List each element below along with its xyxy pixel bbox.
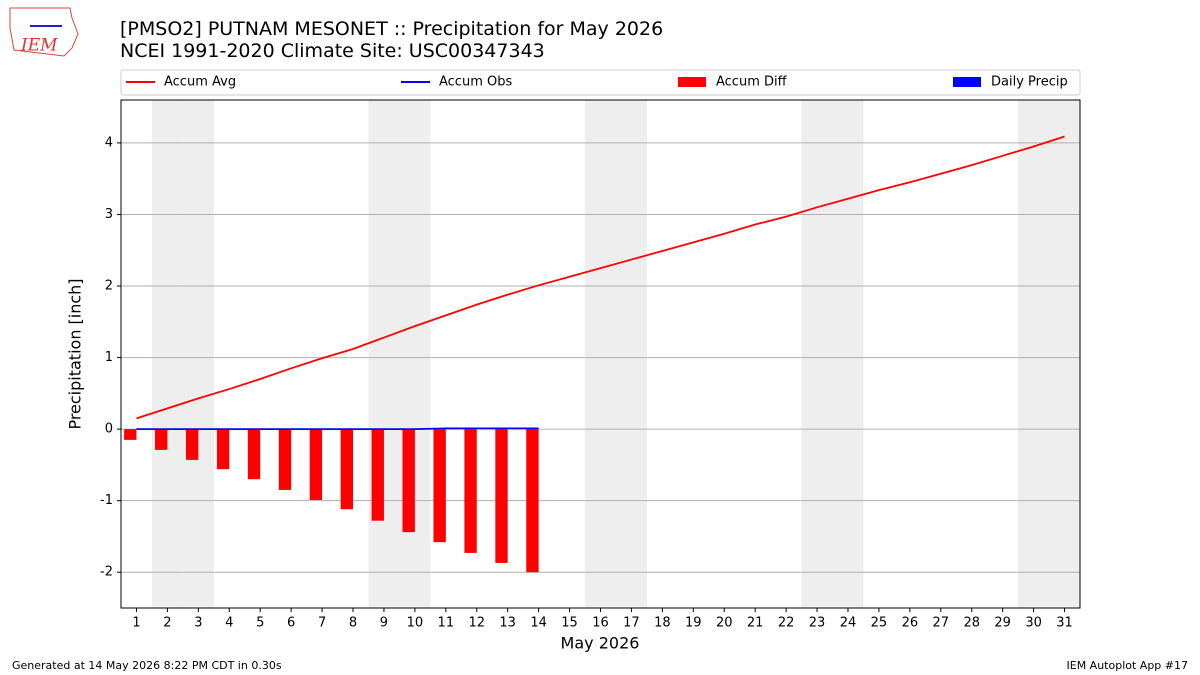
legend-label: Accum Obs [439,75,512,90]
y-tick-label: -1 [100,493,113,508]
legend-swatch [953,77,981,87]
bar [371,429,384,521]
weekend-shade [368,100,400,608]
bar [495,429,508,563]
x-tick-label: 27 [933,616,950,631]
x-tick-label: 2 [163,616,171,631]
logo-outline [9,7,79,57]
y-tick-label: 3 [105,207,113,222]
x-tick-label: 11 [438,616,455,631]
x-tick-label: 1 [132,616,140,631]
weekend-shade [801,100,833,608]
line [136,135,1065,420]
bar [433,429,446,543]
legend-swatch [678,77,706,87]
weekend-shade [151,100,183,608]
bar [309,429,323,500]
logo-text: IEM [20,36,58,56]
y-axis-label: Precipitation [inch] [66,278,85,429]
legend [120,69,1081,96]
x-tick-label: 31 [1056,616,1073,631]
y-tick-label: 0 [105,422,113,437]
x-tick-label: 17 [623,616,640,631]
x-tick-label: 15 [561,616,578,631]
weekend-shade [1049,100,1080,608]
x-axis-label: May 2026 [561,634,640,653]
weekend-shade [615,100,647,608]
bar [402,429,415,533]
bar [216,429,230,470]
x-tick-label: 13 [499,616,516,631]
x-tick-label: 18 [654,616,671,631]
bar [340,429,354,510]
bar [155,429,168,450]
x-tick-label: 3 [194,616,202,631]
chart-subtitle: NCEI 1991-2020 Climate Site: USC00347343 [120,40,545,62]
bar [526,429,539,573]
y-tick-label: 2 [105,279,113,294]
plot-frame [120,99,1081,609]
legend-label: Accum Avg [164,75,236,90]
x-tick-label: 9 [380,616,388,631]
x-tick-label: 12 [468,616,485,631]
x-tick-label: 29 [994,616,1011,631]
chart-title: [PMSO2] PUTNAM MESONET :: Precipitation … [120,18,663,40]
x-tick-label: 16 [592,616,609,631]
x-tick-label: 14 [530,616,547,631]
bar [278,429,292,490]
x-tick-label: 25 [871,616,888,631]
x-tick-label: 4 [225,616,233,631]
x-tick-label: 30 [1025,616,1042,631]
x-tick-label: 19 [685,616,702,631]
legend-label: Accum Diff [716,75,788,90]
footer-right: IEM Autoplot App #17 [1067,659,1189,672]
weekend-shade [832,100,864,608]
footer-left: Generated at 14 May 2026 8:22 PM CDT in … [12,659,282,672]
bar [247,429,261,480]
x-tick-label: 22 [778,616,795,631]
x-tick-label: 8 [349,616,357,631]
x-tick-label: 28 [963,616,980,631]
weekend-shade [1018,100,1050,608]
bar [124,429,137,440]
x-tick-label: 6 [287,616,295,631]
x-tick-label: 10 [407,616,424,631]
weekend-shade [585,100,616,608]
y-tick-label: -2 [100,565,113,580]
line [136,427,539,431]
x-tick-label: 24 [840,616,857,631]
y-tick-label: 1 [105,350,113,365]
logo: IEM [9,7,79,57]
weekend-shade [182,100,214,608]
y-tick-label: 4 [105,135,113,150]
bar [464,429,477,553]
x-tick-label: 21 [747,616,764,631]
legend-label: Daily Precip [991,75,1068,90]
x-tick-label: 5 [256,616,264,631]
x-tick-label: 20 [716,616,733,631]
x-tick-label: 23 [809,616,826,631]
bar [185,429,199,460]
x-tick-label: 7 [318,616,326,631]
x-tick-label: 26 [902,616,919,631]
